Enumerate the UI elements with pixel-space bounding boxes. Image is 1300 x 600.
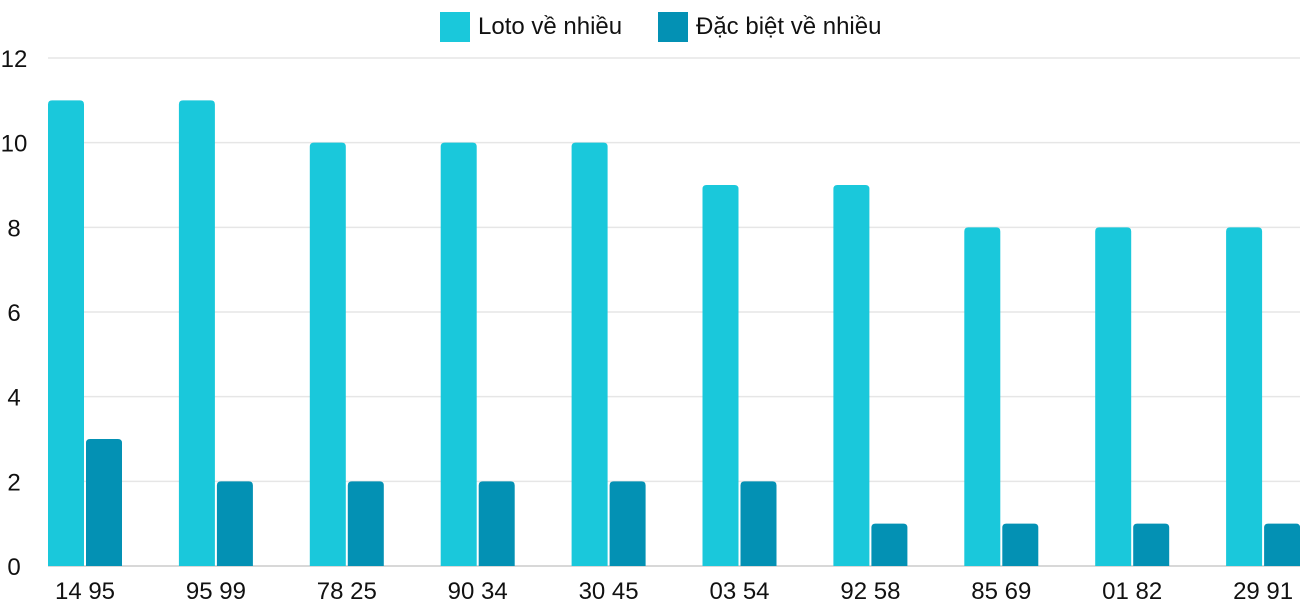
y-tick-label: 2 <box>7 469 20 496</box>
bar-dac-biet <box>478 481 515 566</box>
bar-loto <box>48 100 84 566</box>
bar-loto <box>1095 227 1132 567</box>
x-tick-label: 30 45 <box>579 578 639 600</box>
x-tick-label: 95 99 <box>186 578 246 600</box>
y-tick-label: 0 <box>7 554 20 581</box>
legend-label-loto: Loto về nhiều <box>478 13 623 40</box>
bar-loto <box>571 142 608 566</box>
x-tick-label: 92 58 <box>840 578 900 600</box>
x-tick-label: 03 54 <box>709 578 769 600</box>
y-tick-label: 4 <box>7 385 20 412</box>
bar-dac-biet <box>1264 523 1300 566</box>
y-tick-label: 6 <box>7 300 20 327</box>
bar-loto <box>440 142 477 566</box>
bar-loto <box>833 185 870 566</box>
bar-dac-biet <box>871 523 908 566</box>
bar-loto <box>1226 227 1263 567</box>
x-tick-label: 01 82 <box>1102 578 1162 600</box>
legend-label-dac-biet: Đặc biệt về nhiều <box>696 13 882 40</box>
legend-swatch-loto <box>440 12 470 42</box>
bar-dac-biet <box>609 481 646 566</box>
bar-dac-biet <box>1133 523 1170 566</box>
x-tick-label: 90 34 <box>448 578 508 600</box>
bar-loto <box>178 100 215 566</box>
x-tick-label: 78 25 <box>317 578 377 600</box>
bar-loto <box>964 227 1001 567</box>
legend-item-loto[interactable]: Loto về nhiều <box>440 12 622 42</box>
y-tick-label: 8 <box>7 215 20 242</box>
bar-dac-biet <box>86 439 122 566</box>
bar-dac-biet <box>740 481 777 566</box>
bar-dac-biet <box>347 481 384 566</box>
y-tick-label: 12 <box>1 46 28 73</box>
bar-loto <box>309 142 346 566</box>
bar-dac-biet <box>1002 523 1039 566</box>
bar-dac-biet <box>216 481 253 566</box>
legend-item-dac-biet[interactable]: Đặc biệt về nhiều <box>658 12 881 42</box>
x-tick-label: 29 91 <box>1233 578 1293 600</box>
bar-loto <box>702 185 739 566</box>
y-tick-label: 10 <box>1 131 28 158</box>
legend-swatch-dac-biet <box>658 12 688 42</box>
x-tick-label: 85 69 <box>971 578 1031 600</box>
x-tick-label: 14 95 <box>55 578 115 600</box>
legend: Loto về nhiều Đặc biệt về nhiều <box>440 0 920 50</box>
